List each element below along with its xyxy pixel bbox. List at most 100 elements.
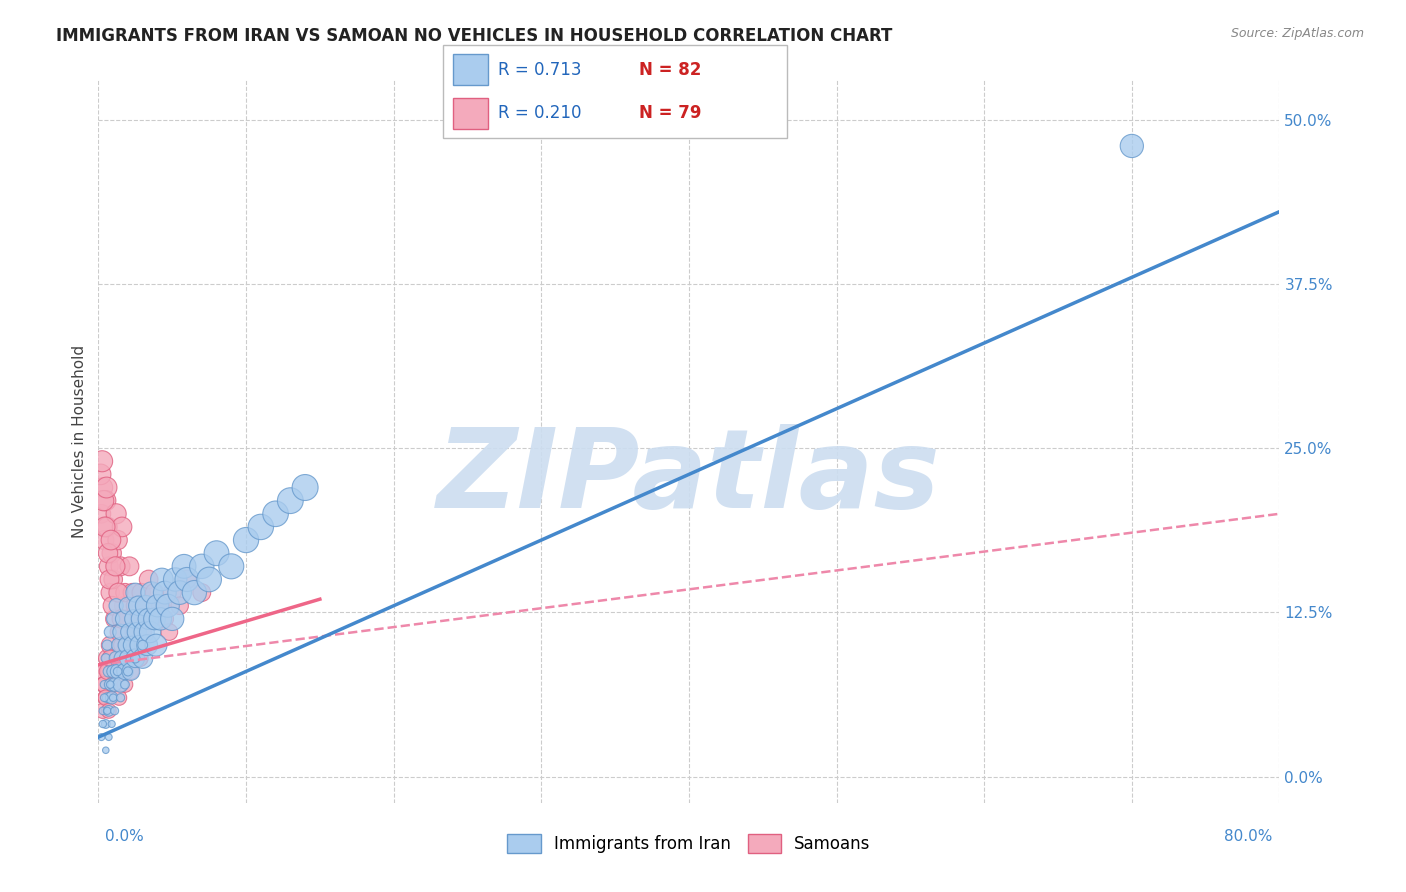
Text: N = 82: N = 82 xyxy=(640,61,702,78)
Point xyxy=(112,612,135,626)
Point xyxy=(117,665,139,679)
Point xyxy=(149,612,172,626)
Point xyxy=(93,677,115,691)
Point xyxy=(121,585,143,599)
Text: R = 0.713: R = 0.713 xyxy=(498,61,582,78)
FancyBboxPatch shape xyxy=(453,98,488,129)
Point xyxy=(162,585,183,599)
Point xyxy=(143,585,166,599)
Point xyxy=(124,651,146,665)
Point xyxy=(98,573,121,587)
FancyBboxPatch shape xyxy=(443,45,787,138)
Point xyxy=(132,625,155,640)
Point xyxy=(141,585,163,599)
Point xyxy=(1121,139,1143,153)
Point xyxy=(135,599,157,613)
Point xyxy=(105,665,128,679)
Point xyxy=(97,665,120,679)
Point xyxy=(97,665,120,679)
Point xyxy=(91,717,114,731)
Point xyxy=(98,585,121,599)
Point xyxy=(93,677,115,691)
Point xyxy=(94,717,117,731)
Point xyxy=(128,651,150,665)
Point xyxy=(128,638,150,652)
Point xyxy=(100,690,122,705)
Point xyxy=(98,638,121,652)
Point xyxy=(191,585,214,599)
Point xyxy=(124,599,146,613)
Point xyxy=(165,573,187,587)
Point xyxy=(264,507,287,521)
Text: R = 0.210: R = 0.210 xyxy=(498,104,582,122)
Point xyxy=(280,493,302,508)
Point xyxy=(115,638,138,652)
Point xyxy=(94,520,117,534)
Point xyxy=(198,573,221,587)
Point xyxy=(91,454,114,468)
Point xyxy=(122,625,145,640)
Legend: Immigrants from Iran, Samoans: Immigrants from Iran, Samoans xyxy=(501,827,877,860)
Point xyxy=(97,704,120,718)
Point xyxy=(100,677,122,691)
Point xyxy=(107,665,129,679)
Point xyxy=(139,612,162,626)
Point xyxy=(103,612,125,626)
Point xyxy=(94,690,117,705)
Point xyxy=(90,467,112,482)
Point xyxy=(117,651,139,665)
Point xyxy=(93,493,115,508)
Point xyxy=(122,612,145,626)
Point xyxy=(103,665,125,679)
Point xyxy=(104,704,127,718)
Point xyxy=(173,559,195,574)
Point xyxy=(235,533,257,547)
Point xyxy=(127,599,149,613)
Point xyxy=(91,481,114,495)
Point xyxy=(107,585,129,599)
Point xyxy=(153,612,176,626)
Point xyxy=(96,665,118,679)
Point xyxy=(110,559,132,574)
Point xyxy=(94,743,117,757)
Point xyxy=(97,704,120,718)
Point xyxy=(110,690,132,705)
Point xyxy=(94,690,117,705)
Point xyxy=(91,704,114,718)
Point xyxy=(138,612,160,626)
Point xyxy=(93,533,115,547)
Point xyxy=(132,651,155,665)
Point xyxy=(114,585,136,599)
Point xyxy=(94,651,117,665)
Point xyxy=(103,651,125,665)
Point xyxy=(127,612,149,626)
Point xyxy=(98,651,121,665)
Point xyxy=(93,677,115,691)
Point xyxy=(146,599,169,613)
Point xyxy=(98,677,121,691)
Point xyxy=(90,507,112,521)
Point xyxy=(97,546,120,560)
Text: Source: ZipAtlas.com: Source: ZipAtlas.com xyxy=(1230,27,1364,40)
Point xyxy=(138,573,160,587)
Point xyxy=(124,625,146,640)
Point xyxy=(120,651,142,665)
Point xyxy=(115,638,138,652)
Point xyxy=(114,665,136,679)
Point xyxy=(117,651,139,665)
Y-axis label: No Vehicles in Household: No Vehicles in Household xyxy=(72,345,87,538)
Point xyxy=(129,612,152,626)
Point xyxy=(105,507,128,521)
Point xyxy=(150,573,173,587)
Point xyxy=(146,599,169,613)
Point xyxy=(110,612,132,626)
Point xyxy=(110,625,132,640)
Point xyxy=(157,625,180,640)
Point xyxy=(105,665,128,679)
Point xyxy=(100,533,122,547)
Point xyxy=(101,599,124,613)
Point xyxy=(105,599,128,613)
Point xyxy=(91,665,114,679)
Point xyxy=(111,651,134,665)
Point xyxy=(114,677,136,691)
